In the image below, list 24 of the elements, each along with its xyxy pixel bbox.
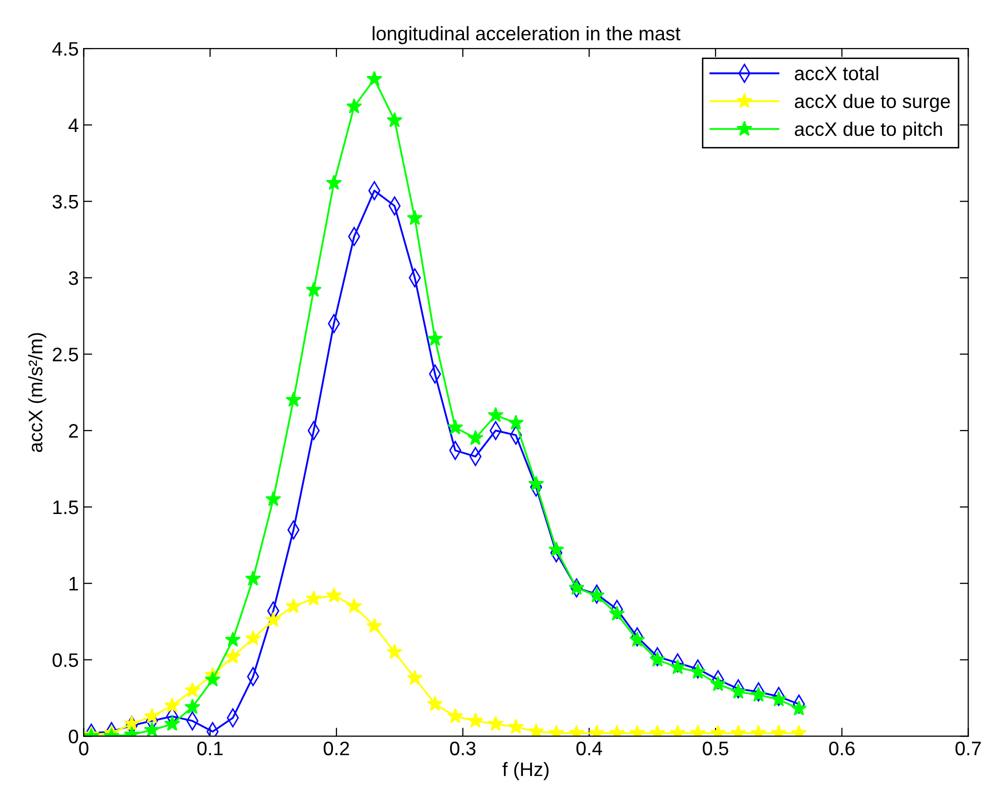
x-tick-label: 0	[79, 742, 88, 756]
x-tick-label: 0.7	[956, 742, 981, 756]
y-tick-label: 1	[70, 577, 78, 590]
y-axis-title: accX (m/s²/m)	[28, 333, 46, 452]
y-tick-label: 3	[68, 271, 78, 285]
y-tick-label: 0	[68, 730, 78, 744]
x-axis-title: f (Hz)	[502, 762, 549, 780]
x-tick-label: 0.5	[702, 742, 728, 756]
x-tick-label: 0.1	[197, 742, 223, 756]
y-tick-label: 2.5	[52, 348, 78, 362]
legend-label: accX total	[794, 66, 878, 80]
y-tick-label: 4.5	[52, 42, 78, 56]
y-tick-label: 2	[69, 424, 78, 438]
x-tick-label: 0.6	[829, 742, 855, 756]
legend-label: accX due to pitch	[794, 122, 942, 140]
chart-title: longitudinal acceleration in the mast	[372, 26, 680, 44]
y-tick-label: 3.5	[52, 194, 78, 209]
legend-label: accX due to surge	[794, 94, 950, 112]
y-tick-label: 4	[68, 118, 78, 132]
x-tick-label: 0.2	[324, 742, 349, 756]
x-tick-label: 0.3	[450, 742, 476, 756]
x-tick-label: 0.4	[576, 742, 602, 756]
y-tick-label: 0.5	[52, 653, 78, 668]
y-tick-label: 1.5	[53, 500, 78, 514]
